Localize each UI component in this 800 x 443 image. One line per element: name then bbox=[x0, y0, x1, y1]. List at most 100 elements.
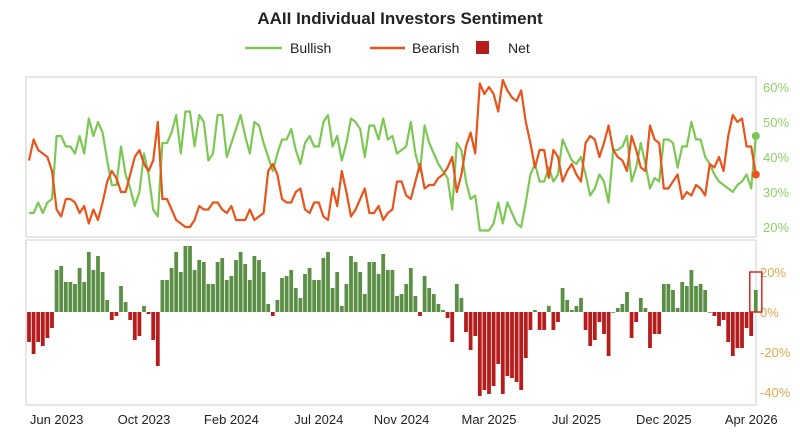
net-bar bbox=[477, 312, 482, 396]
net-bar bbox=[54, 270, 59, 312]
net-bar bbox=[160, 280, 165, 312]
net-bar bbox=[408, 268, 413, 312]
net-bar bbox=[335, 272, 340, 312]
net-bar bbox=[385, 270, 390, 312]
net-bar bbox=[648, 312, 652, 348]
net-bar bbox=[183, 246, 188, 312]
net-bar bbox=[569, 310, 574, 312]
net-bar bbox=[155, 312, 160, 366]
net-bar bbox=[372, 262, 376, 312]
net-bar bbox=[151, 312, 156, 340]
x-tick-label: Jun 2023 bbox=[30, 412, 84, 427]
net-bar bbox=[261, 272, 266, 312]
net-bar bbox=[169, 268, 174, 312]
net-bar bbox=[413, 296, 418, 312]
bullish-line bbox=[29, 110, 757, 232]
net-bar bbox=[694, 286, 698, 312]
net-bar bbox=[174, 252, 179, 312]
net-bar bbox=[289, 270, 294, 312]
net-bar bbox=[436, 304, 441, 312]
net-bar bbox=[109, 312, 114, 320]
net-bar bbox=[473, 312, 478, 336]
net-bar bbox=[123, 302, 128, 312]
net-bar bbox=[358, 272, 363, 312]
net-bar bbox=[574, 306, 579, 312]
net-bar bbox=[583, 312, 588, 330]
net-bar bbox=[114, 312, 119, 316]
net-bar bbox=[326, 252, 330, 312]
net-bar bbox=[482, 312, 487, 390]
net-bar bbox=[284, 276, 289, 312]
net-bar bbox=[50, 312, 54, 328]
net-bar bbox=[657, 312, 662, 334]
bearish-line bbox=[27, 78, 757, 229]
net-bar bbox=[312, 280, 317, 312]
net-bar bbox=[178, 272, 183, 312]
top-y-tick-label: 20% bbox=[763, 220, 789, 235]
net-bar bbox=[197, 260, 202, 312]
net-bar bbox=[293, 288, 298, 312]
net-bar bbox=[615, 308, 620, 312]
net-bar bbox=[211, 284, 215, 312]
net-bar bbox=[620, 304, 625, 312]
net-bar bbox=[680, 282, 685, 312]
net-bar bbox=[652, 312, 657, 334]
net-bar bbox=[404, 284, 409, 312]
net-bar bbox=[496, 312, 501, 364]
net-bar bbox=[353, 262, 358, 312]
net-bar bbox=[556, 312, 560, 322]
net-bar bbox=[82, 282, 87, 312]
net-bar bbox=[344, 284, 349, 312]
net-bar bbox=[128, 312, 133, 320]
net-bar bbox=[431, 294, 436, 312]
net-bar bbox=[592, 312, 597, 340]
net-bar bbox=[270, 312, 275, 316]
bearish-line-end-point bbox=[751, 170, 760, 179]
net-bar bbox=[280, 278, 284, 312]
net-bar bbox=[712, 312, 717, 316]
legend-net: Net bbox=[508, 40, 530, 56]
net-bar bbox=[376, 274, 381, 312]
net-bar bbox=[459, 298, 464, 312]
net-bar bbox=[753, 290, 758, 312]
net-bar bbox=[638, 298, 643, 312]
net-bar bbox=[689, 270, 694, 312]
top-y-tick-label: 30% bbox=[763, 185, 789, 200]
net-bar bbox=[505, 312, 510, 376]
legend: Bullish Bearish Net bbox=[245, 40, 530, 56]
net-bar bbox=[298, 298, 303, 312]
top-y-tick-label: 60% bbox=[763, 80, 789, 95]
net-bar bbox=[238, 252, 243, 312]
net-bar bbox=[206, 284, 211, 312]
legend-net-swatch bbox=[476, 41, 489, 54]
net-bar bbox=[542, 312, 547, 330]
net-bar bbox=[307, 268, 312, 312]
net-bar bbox=[606, 312, 611, 356]
net-bar bbox=[441, 310, 445, 312]
x-tick-label: Jul 2024 bbox=[294, 412, 343, 427]
net-bar bbox=[63, 282, 68, 312]
net-bar bbox=[533, 310, 537, 312]
x-tick-label: Apr 2026 bbox=[725, 412, 778, 427]
top-y-tick-label: 40% bbox=[763, 150, 789, 165]
net-bar bbox=[546, 306, 551, 312]
net-bar bbox=[142, 306, 146, 312]
net-bar bbox=[487, 312, 491, 394]
net-bar bbox=[45, 312, 50, 338]
x-tick-label: Jul 2025 bbox=[552, 412, 601, 427]
net-bar bbox=[625, 292, 629, 312]
net-bar bbox=[68, 282, 73, 312]
top-panel-frame bbox=[25, 76, 757, 238]
net-bar bbox=[188, 246, 192, 312]
net-bar bbox=[510, 312, 514, 378]
net-bar bbox=[119, 286, 123, 312]
net-bar bbox=[266, 304, 271, 312]
net-bar bbox=[215, 262, 220, 312]
bottom-y-tick-label: 20% bbox=[760, 265, 786, 280]
net-bar bbox=[661, 284, 666, 312]
top-y-tick-label: 50% bbox=[763, 115, 789, 130]
bottom-y-tick-label: -20% bbox=[760, 345, 791, 360]
net-bar bbox=[560, 288, 565, 312]
bullish-line-end-point bbox=[751, 132, 760, 140]
net-bar bbox=[362, 294, 367, 312]
